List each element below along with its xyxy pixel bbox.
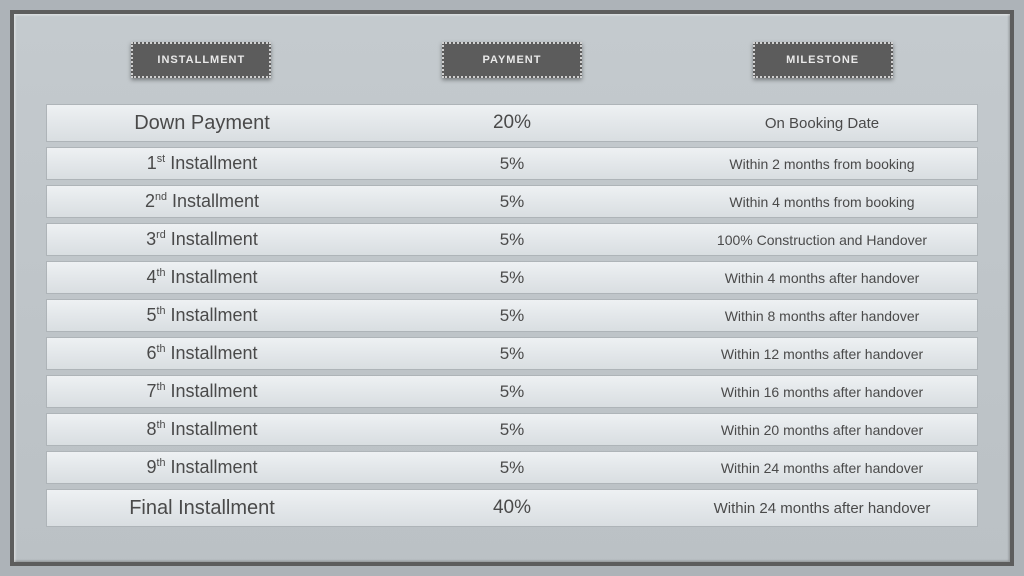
cell-installment: 5th Installment	[47, 305, 357, 326]
cell-installment: 4th Installment	[47, 267, 357, 288]
table-row: 3rd Installment5%100% Construction and H…	[46, 223, 978, 256]
cell-milestone: On Booking Date	[667, 115, 977, 132]
table-row: 7th Installment5%Within 16 months after …	[46, 375, 978, 408]
cell-payment: 5%	[357, 154, 667, 174]
cell-payment: 5%	[357, 420, 667, 440]
header-payment-wrap: PAYMENT	[357, 42, 668, 78]
table-row: 1st Installment5%Within 2 months from bo…	[46, 147, 978, 180]
cell-milestone: Within 12 months after handover	[667, 346, 977, 362]
cell-milestone: Within 24 months after handover	[667, 460, 977, 476]
cell-payment: 40%	[357, 497, 667, 519]
cell-installment: 1st Installment	[47, 153, 357, 174]
cell-milestone: Within 16 months after handover	[667, 384, 977, 400]
cell-payment: 5%	[357, 192, 667, 212]
header-installment-wrap: INSTALLMENT	[46, 42, 357, 78]
cell-milestone: 100% Construction and Handover	[667, 232, 977, 248]
cell-payment: 5%	[357, 344, 667, 364]
cell-installment: Final Installment	[47, 497, 357, 520]
header-row: INSTALLMENT PAYMENT MILESTONE	[46, 42, 978, 78]
cell-installment: 7th Installment	[47, 381, 357, 402]
cell-milestone: Within 24 months after handover	[667, 500, 977, 517]
cell-payment: 5%	[357, 230, 667, 250]
rows-container: Down Payment20%On Booking Date 1st Instal…	[46, 104, 978, 527]
table-row: 4th Installment5%Within 4 months after h…	[46, 261, 978, 294]
cell-milestone: Within 2 months from booking	[667, 156, 977, 172]
cell-installment: Down Payment	[47, 112, 357, 135]
header-payment: PAYMENT	[442, 42, 582, 78]
table-row: 6th Installment5%Within 12 months after …	[46, 337, 978, 370]
cell-milestone: Within 4 months from booking	[667, 194, 977, 210]
header-installment: INSTALLMENT	[131, 42, 271, 78]
cell-installment: 2nd Installment	[47, 191, 357, 212]
cell-installment: 9th Installment	[47, 457, 357, 478]
table-row: 2nd Installment5%Within 4 months from bo…	[46, 185, 978, 218]
cell-payment: 5%	[357, 268, 667, 288]
table-row: 8th Installment5%Within 20 months after …	[46, 413, 978, 446]
cell-payment: 5%	[357, 458, 667, 478]
cell-payment: 5%	[357, 306, 667, 326]
header-milestone: MILESTONE	[753, 42, 893, 78]
cell-payment: 5%	[357, 382, 667, 402]
header-milestone-wrap: MILESTONE	[667, 42, 978, 78]
cell-installment: 6th Installment	[47, 343, 357, 364]
cell-milestone: Within 20 months after handover	[667, 422, 977, 438]
cell-payment: 20%	[357, 112, 667, 134]
cell-installment: 3rd Installment	[47, 229, 357, 250]
cell-milestone: Within 8 months after handover	[667, 308, 977, 324]
cell-installment: 8th Installment	[47, 419, 357, 440]
cell-milestone: Within 4 months after handover	[667, 270, 977, 286]
table-row: 5th Installment5%Within 8 months after h…	[46, 299, 978, 332]
table-row: 9th Installment5%Within 24 months after …	[46, 451, 978, 484]
table-row: Down Payment20%On Booking Date	[46, 104, 978, 142]
payment-plan-panel: INSTALLMENT PAYMENT MILESTONE Down Payme…	[10, 10, 1014, 566]
table-row: Final Installment40%Within 24 months aft…	[46, 489, 978, 527]
